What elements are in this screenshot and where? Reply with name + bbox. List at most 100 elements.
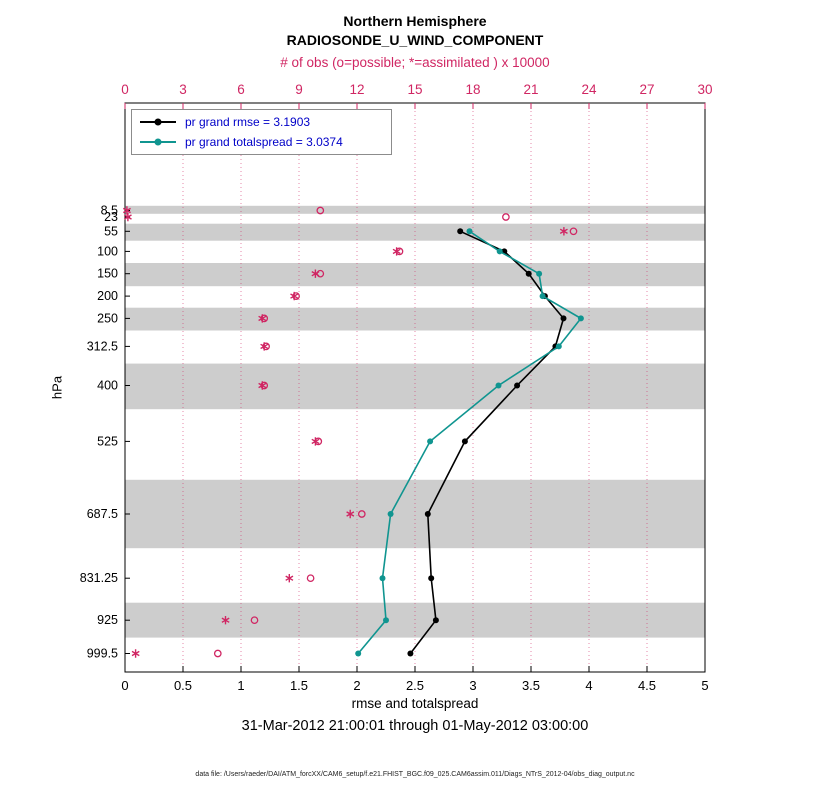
y-axis-tick-label: 312.5 [87, 339, 118, 353]
y-axis-tick-label: 55 [104, 224, 118, 238]
rmse-marker-swatch [154, 118, 162, 126]
layer-shading-band [125, 205, 705, 214]
possible-obs-marker [502, 213, 510, 221]
legend-label-totalspread: pr grand totalspread = 3.0374 [185, 134, 343, 149]
x-axis-tick-label: 3.5 [522, 678, 540, 693]
top-axis-tick-label: 24 [581, 82, 597, 97]
totalspread-marker-swatch [154, 138, 162, 146]
rmse-line [409, 230, 565, 654]
x-axis-tick-label: 5 [701, 678, 708, 693]
rmse-marker [560, 315, 567, 322]
layer-shading-band [125, 223, 705, 241]
totalspread-line-swatch [140, 138, 176, 146]
y-axis-tick-label: 23 [104, 210, 118, 224]
x-axis-tick-label: 2 [353, 678, 360, 693]
layer-shading-band [125, 263, 705, 287]
top-axis-tick-label: 18 [465, 82, 480, 97]
x-axis-tick-label: 1 [237, 678, 244, 693]
top-axis-tick-label: 3 [179, 82, 187, 97]
assimilated-obs-marker [131, 649, 140, 658]
x-axis-tick-label: 1.5 [290, 678, 308, 693]
legend-label-rmse: pr grand rmse = 3.1903 [185, 115, 311, 130]
totalspread-marker [536, 270, 543, 277]
top-axis-tick-label: 9 [295, 82, 303, 97]
x-axis-label: rmse and totalspread [351, 696, 479, 711]
assimilated-obs-marker [258, 381, 267, 390]
assimilated-obs-marker [392, 247, 401, 256]
assimilated-obs-marker [260, 342, 269, 351]
top-axis-tick-label: 12 [349, 82, 364, 97]
x-axis-tick-label: 2.5 [406, 678, 424, 693]
top-axis-tick-label: 27 [639, 82, 654, 97]
assimilated-obs-marker [311, 437, 320, 446]
legend: pr grand rmse = 3.1903 pr grand totalspr… [131, 109, 392, 155]
rmse-marker [424, 511, 431, 517]
x-axis-tick-label: 0 [121, 678, 128, 693]
possible-obs-marker [250, 616, 259, 625]
totalspread-marker [496, 248, 503, 255]
possible-obs-marker [569, 227, 578, 236]
assimilated-obs-marker [285, 574, 294, 583]
x-axis-tick-label: 4 [585, 678, 592, 693]
y-axis-tick-label: 8.5 [101, 204, 118, 218]
possible-obs-marker [306, 574, 315, 583]
totalspread-marker [387, 511, 394, 517]
possible-obs-marker [316, 206, 325, 215]
layer-shading-band [125, 479, 705, 549]
y-axis-tick-label: 831.25 [80, 571, 118, 585]
rmse-marker [514, 382, 521, 389]
top-axis-tick-label: 15 [407, 82, 422, 97]
y-axis-tick-label: 100 [97, 244, 118, 258]
totalspread-marker [577, 315, 584, 322]
assimilated-obs-marker [346, 509, 355, 519]
totalspread-marker [355, 650, 362, 657]
figure-subtitle: RADIOSONDE_U_WIND_COMPONENT [286, 32, 544, 48]
x-axis-tick-label: 3 [469, 678, 476, 693]
y-axis-label: hPa [49, 375, 65, 400]
rmse-line-swatch [140, 118, 176, 126]
x-axis-tick-label: 4.5 [638, 678, 656, 693]
possible-obs-marker [357, 510, 366, 518]
top-axis-tick-label: 0 [121, 82, 129, 97]
assimilated-obs-marker [221, 616, 230, 625]
totalspread-marker [383, 617, 389, 624]
top-axis-label: # of obs (o=possible; *=assimilated ) x … [280, 55, 550, 70]
y-axis-tick-label: 400 [97, 379, 118, 393]
totalspread-marker [466, 228, 473, 235]
totalspread-marker [379, 575, 386, 582]
rmse-marker [461, 438, 468, 445]
assimilated-obs-marker [311, 269, 320, 278]
y-axis-tick-label: 525 [97, 434, 118, 448]
totalspread-marker [555, 343, 562, 350]
y-axis-tick-label: 687.5 [87, 507, 118, 521]
totalspread-marker [427, 438, 434, 445]
figure-title: Northern Hemisphere [343, 13, 487, 29]
x-axis-tick-label: 0.5 [174, 678, 192, 693]
assimilated-obs-marker [123, 212, 132, 222]
data-file-path: data file: /Users/raeder/DAI/ATM_forcXX/… [195, 771, 635, 778]
totalspread-marker [539, 293, 546, 300]
assimilated-obs-marker [290, 291, 299, 301]
possible-obs-marker [316, 269, 325, 278]
rmse-marker [525, 270, 532, 277]
assimilated-obs-marker [559, 227, 568, 236]
assimilated-obs-marker [258, 314, 267, 323]
rmse-marker [457, 228, 464, 235]
rmse-marker [407, 650, 414, 657]
top-axis-tick-label: 6 [237, 82, 245, 97]
y-axis-tick-label: 250 [97, 311, 118, 325]
totalspread-marker [495, 382, 502, 389]
possible-obs-marker [213, 649, 222, 658]
y-axis-tick-label: 200 [97, 289, 118, 303]
totalspread-line [357, 230, 583, 655]
rmse-marker [428, 575, 435, 582]
y-axis-tick-label: 150 [97, 267, 118, 281]
y-axis-tick-label: 999.5 [87, 647, 118, 661]
y-axis-tick-label: 925 [97, 613, 118, 627]
legend-item-rmse: pr grand rmse = 3.1903 [140, 114, 383, 131]
top-axis-tick-label: 21 [523, 82, 538, 97]
layer-shading-band [125, 363, 705, 410]
legend-item-totalspread: pr grand totalspread = 3.0374 [140, 134, 383, 151]
date-range-caption: 31-Mar-2012 21:00:01 through 01-May-2012… [241, 718, 589, 734]
